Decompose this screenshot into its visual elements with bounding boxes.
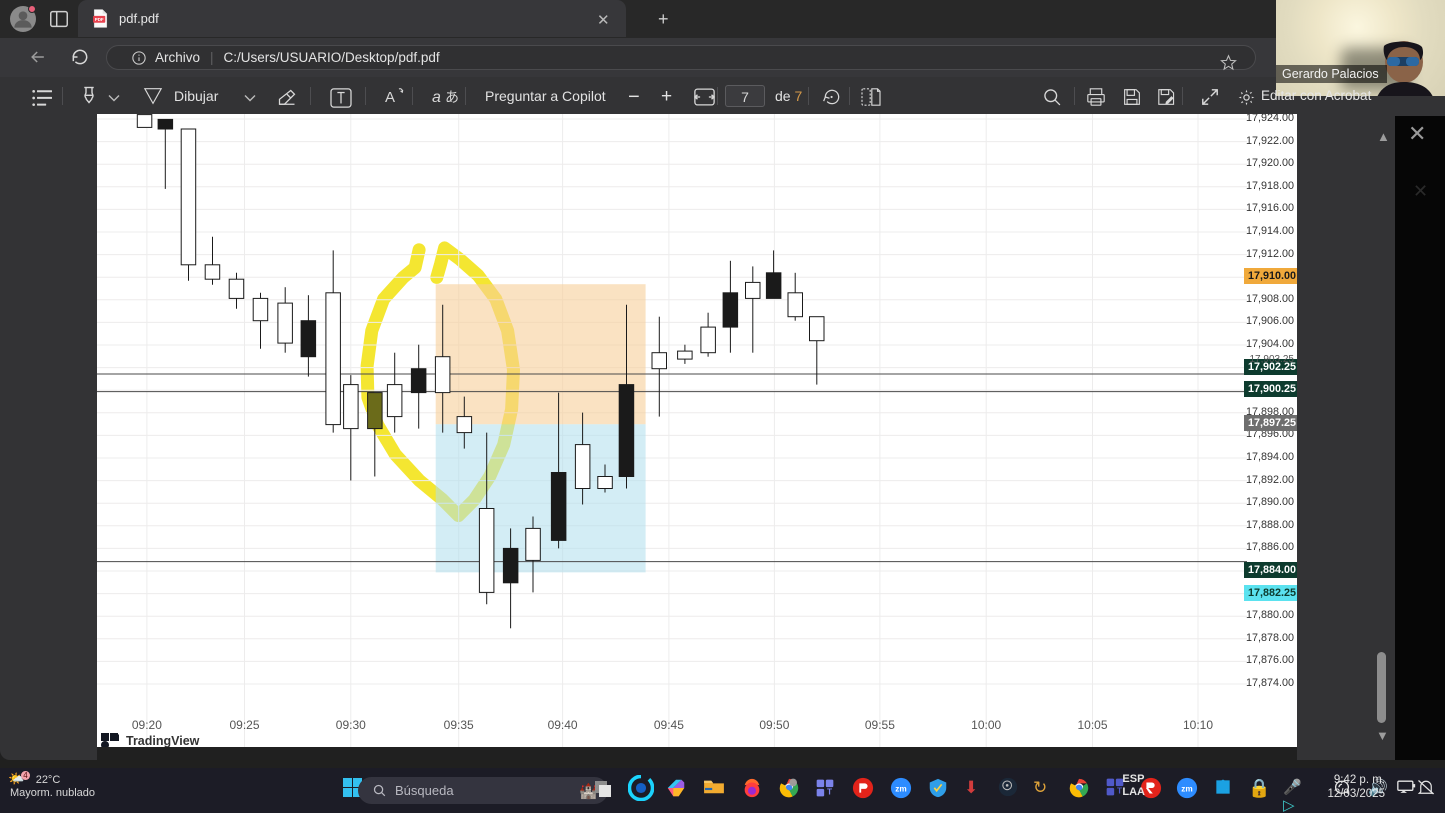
svg-text:zm: zm [895, 785, 906, 794]
svg-text:T: T [1117, 786, 1122, 796]
svg-text:a: a [432, 89, 441, 105]
svg-text:あ: あ [445, 89, 458, 105]
svg-text:PDF: PDF [95, 17, 104, 22]
svg-text:A: A [385, 89, 395, 106]
svg-text:T: T [827, 787, 832, 797]
svg-text:zm: zm [1181, 785, 1192, 794]
